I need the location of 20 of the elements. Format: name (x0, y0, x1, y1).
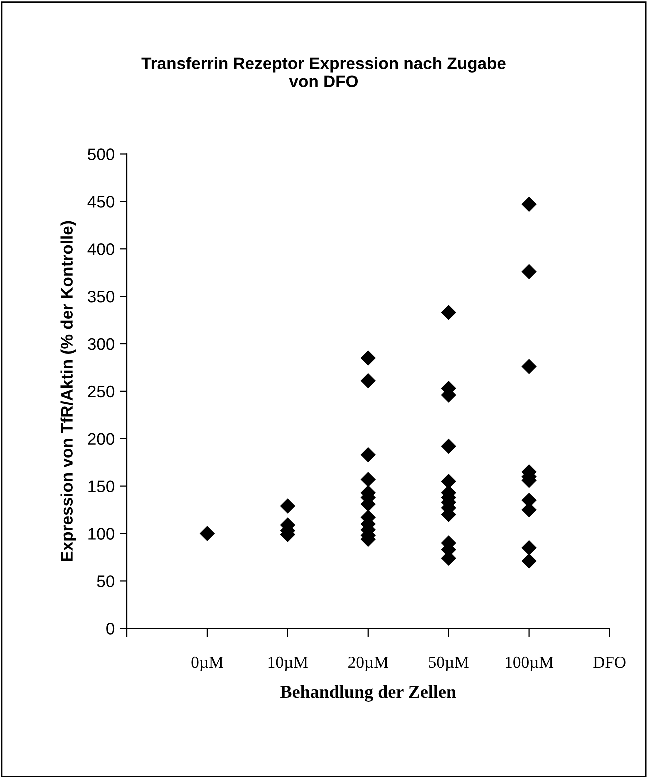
y-tick-label: 150 (88, 480, 115, 493)
x-tick-label: DFO (594, 656, 626, 668)
x-tick-label: 50µM (429, 656, 469, 672)
y-tick-label: 500 (88, 148, 115, 160)
chart-title: Transferrin Rezeptor Expression nach Zugabe von DFO (142, 57, 506, 88)
y-tick-label: 350 (88, 290, 115, 303)
x-tick-label: 20µM (348, 656, 388, 672)
x-axis-title: Behandlung der Zellen (280, 685, 456, 702)
y-tick-label: 400 (88, 244, 115, 256)
y-tick-label: 100 (88, 528, 115, 540)
y-axis-title: Expression von TfR/Aktin (% der Kontrolle) (60, 221, 76, 562)
x-tick-label: 100µM (506, 656, 554, 672)
y-tick-label: 250 (88, 386, 115, 398)
y-tick-label: 50 (97, 576, 115, 588)
y-tick-label: 200 (88, 433, 115, 446)
x-tick-label: 0µM (192, 656, 224, 672)
x-tick-label: 10µM (268, 656, 308, 672)
y-tick-label: 0 (106, 623, 115, 635)
y-tick-label: 450 (88, 196, 115, 208)
y-tick-label: 300 (88, 338, 115, 350)
